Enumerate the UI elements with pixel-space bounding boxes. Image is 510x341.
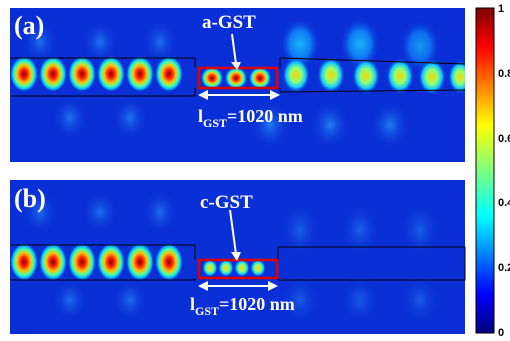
panel-a-length-label: lGST=1020 nm (198, 106, 303, 130)
panel-b-waveguide-outline (10, 244, 466, 281)
colorbar-tick-label: 0.6 (498, 133, 510, 145)
panel-b-length-label: lGST=1020 nm (190, 294, 295, 318)
colorbar-gradient (475, 7, 495, 334)
colorbar-tick-label: 0 (498, 327, 504, 339)
colorbar-tick-label: 0.2 (498, 262, 510, 274)
colorbar-tick-label: 0.4 (498, 197, 510, 209)
panel-b-field-lobes (10, 190, 440, 325)
panel-b-label: (b) (14, 184, 46, 213)
panel-a-field-lobes (10, 18, 465, 150)
colorbar-tick-label: 1 (498, 3, 504, 15)
panel-b-gst-box (197, 258, 279, 280)
panel-b-material-label: c-GST (200, 192, 253, 213)
colorbar-tick-label: 0.8 (498, 68, 510, 80)
panel-a-material-arrow (231, 33, 237, 65)
panel-b-material-arrow (229, 209, 237, 255)
panel-a-label: (a) (14, 11, 44, 40)
panel-a-material-label: a-GST (202, 12, 256, 33)
panel-b: (b) c-GST lGST=1020 nm (10, 180, 466, 334)
panel-a: (a) a-GST lGST=1020 nm (10, 8, 466, 162)
panel-a-waveguide-outline (10, 57, 466, 97)
colorbar: 1 0.8 0.6 0.4 0.2 0 (475, 3, 510, 339)
